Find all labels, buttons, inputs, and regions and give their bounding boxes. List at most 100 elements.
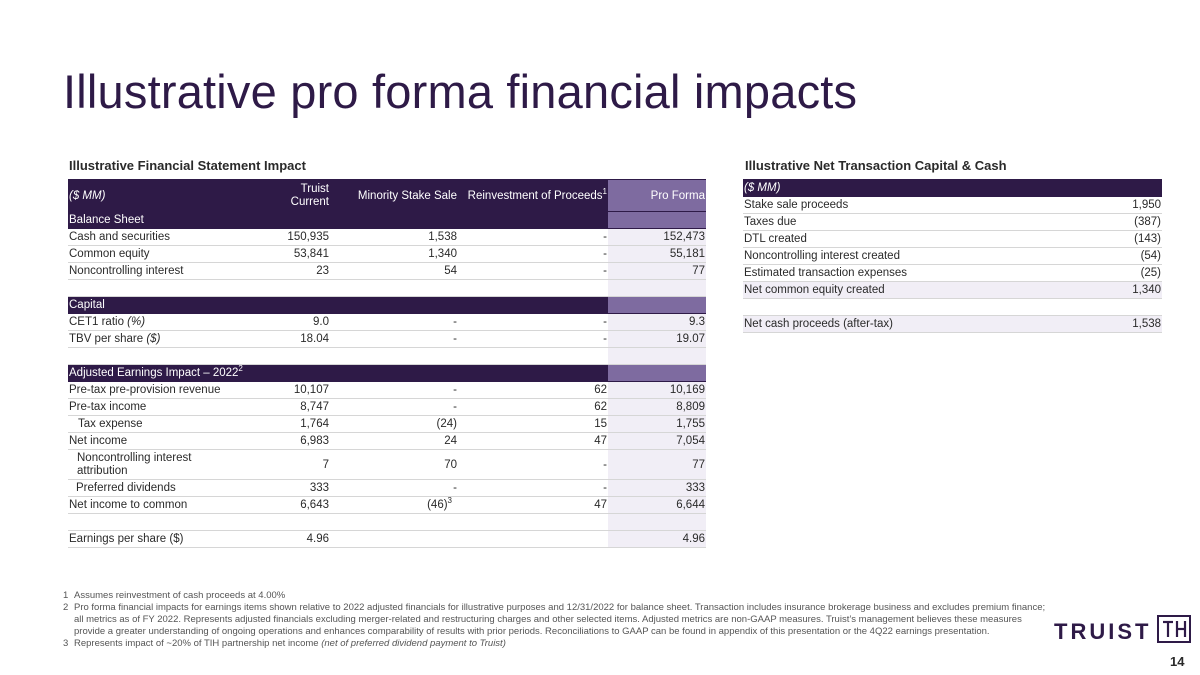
- cell-minority: -: [330, 330, 458, 348]
- cell-current: 4.96: [258, 530, 330, 548]
- cell-reinvest: -: [458, 228, 608, 246]
- spacer-cell: [743, 298, 1163, 316]
- cell-pro-forma: 7,054: [608, 432, 706, 450]
- cell-minority: -: [330, 398, 458, 416]
- table-row: CET1 ratio (%) 9.0 - - 9.3: [68, 313, 706, 331]
- truist-mark-icon: [1157, 615, 1192, 648]
- footnote-text: Represents impact of ~20% of TIH partner…: [74, 638, 506, 649]
- cell-minority: -: [330, 313, 458, 331]
- cell-reinvest: 62: [458, 398, 608, 416]
- cell-reinvest: -: [458, 330, 608, 348]
- cell-minority: 70: [330, 449, 458, 480]
- reinvestment-header: Reinvestment of Proceeds1: [458, 179, 608, 212]
- cell-current: 10,107: [258, 381, 330, 399]
- total-row: Net cash proceeds (after-tax) 1,538: [743, 315, 1163, 333]
- cell-pro-forma: 77: [608, 262, 706, 280]
- cell-pro-forma: 333: [608, 479, 706, 497]
- cell-reinvest: 62: [458, 381, 608, 399]
- cell-reinvest: -: [458, 479, 608, 497]
- spacer-cell: [68, 513, 608, 531]
- row-label: Net income: [68, 432, 258, 450]
- page-title: Illustrative pro forma financial impacts: [63, 65, 858, 118]
- row-value: (25): [1096, 264, 1163, 282]
- pro-forma-header: Pro Forma: [608, 179, 706, 212]
- footnote-number: 2: [63, 602, 69, 613]
- row-label: Preferred dividends: [68, 479, 258, 497]
- cell-minority: 24: [330, 432, 458, 450]
- row-label: TBV per share ($): [68, 330, 258, 348]
- spacer-cell: [68, 279, 608, 297]
- cell-pro-forma: 8,809: [608, 398, 706, 416]
- table-row: Pre-tax pre-provision revenue 10,107 - 6…: [68, 381, 706, 399]
- row-value: 1,950: [1096, 196, 1163, 214]
- footnote: 1 Assumes reinvestment of cash proceeds …: [63, 590, 1048, 602]
- row-label: Stake sale proceeds: [743, 196, 1096, 214]
- section-row-balance-sheet: Balance Sheet: [68, 211, 706, 229]
- table-row: DTL created (143): [743, 230, 1163, 248]
- cell-minority: 1,538: [330, 228, 458, 246]
- cell-pro-forma: 152,473: [608, 228, 706, 246]
- table-header-row: ($ MM): [743, 179, 1163, 197]
- cell-minority: -: [330, 479, 458, 497]
- row-label: Earnings per share ($): [68, 530, 258, 548]
- cell-reinvest: -: [458, 262, 608, 280]
- section-row-earnings: Adjusted Earnings Impact – 20222: [68, 364, 706, 382]
- cell-reinvest: -: [458, 313, 608, 331]
- table-row: Taxes due (387): [743, 213, 1163, 231]
- row-label: CET1 ratio (%): [68, 313, 258, 331]
- spacer-row: [68, 347, 706, 365]
- row-value: (387): [1096, 213, 1163, 231]
- cell-pro-forma: 10,169: [608, 381, 706, 399]
- net-transaction-capital-table: ($ MM) Stake sale proceeds 1,950 Taxes d…: [743, 179, 1163, 333]
- cell-current: 150,935: [258, 228, 330, 246]
- cell-current: 23: [258, 262, 330, 280]
- footnote: 3 Represents impact of ~20% of TIH partn…: [63, 638, 1048, 650]
- table-row: Stake sale proceeds 1,950: [743, 196, 1163, 214]
- cell-minority: (24): [330, 415, 458, 433]
- row-label: Noncontrolling interest attribution: [68, 449, 258, 480]
- table-row: Common equity 53,841 1,340 - 55,181: [68, 245, 706, 263]
- cell-pro-forma: 1,755: [608, 415, 706, 433]
- footnotes: 1 Assumes reinvestment of cash proceeds …: [63, 590, 1048, 650]
- cell-reinvest: -: [458, 449, 608, 480]
- cell-current: 333: [258, 479, 330, 497]
- row-label: Noncontrolling interest: [68, 262, 258, 280]
- cell-current: 18.04: [258, 330, 330, 348]
- row-label: Pre-tax pre-provision revenue: [68, 381, 258, 399]
- cell-current: 6,983: [258, 432, 330, 450]
- table-header-row: ($ MM) Truist Current Minority Stake Sale…: [68, 179, 706, 212]
- table-row: Earnings per share ($) 4.96 4.96: [68, 530, 706, 548]
- row-label: Net income to common: [68, 496, 258, 514]
- row-label: Estimated transaction expenses: [743, 264, 1096, 282]
- spacer-row: [743, 298, 1163, 316]
- row-label: Noncontrolling interest created: [743, 247, 1096, 265]
- page-number: 14: [1170, 654, 1185, 669]
- table-row: Noncontrolling interest 23 54 - 77: [68, 262, 706, 280]
- cell-minority: -: [330, 381, 458, 399]
- footnote-number: 1: [63, 590, 69, 601]
- footnote-number: 3: [63, 638, 69, 649]
- footnote-text: Pro forma financial impacts for earnings…: [74, 602, 1046, 637]
- cell-pro-forma: 4.96: [608, 530, 706, 548]
- spacer-cell: [608, 347, 706, 365]
- section-label: Capital: [68, 296, 608, 314]
- units-header: ($ MM): [743, 179, 1163, 197]
- truist-logo: TRUIST: [1054, 615, 1192, 648]
- subtotal-row: Net common equity created 1,340: [743, 281, 1163, 299]
- cell-current: 9.0: [258, 313, 330, 331]
- row-label: Cash and securities: [68, 228, 258, 246]
- row-value: 1,340: [1096, 281, 1163, 299]
- spacer-cell: [68, 347, 608, 365]
- cell-reinvest: 47: [458, 432, 608, 450]
- truist-mark-icon: [1157, 615, 1192, 643]
- spacer-row: [68, 279, 706, 297]
- cell-current: 6,643: [258, 496, 330, 514]
- financial-statement-impact-table: ($ MM) Truist Current Minority Stake Sale…: [68, 179, 706, 548]
- section-filler: [608, 364, 706, 382]
- row-label: Net common equity created: [743, 281, 1096, 299]
- footnote: 2 Pro forma financial impacts for earnin…: [63, 602, 1048, 638]
- cell-reinvest: 15: [458, 415, 608, 433]
- cell-minority: (46)3: [330, 496, 458, 514]
- spacer-cell: [608, 513, 706, 531]
- cell-current: 1,764: [258, 415, 330, 433]
